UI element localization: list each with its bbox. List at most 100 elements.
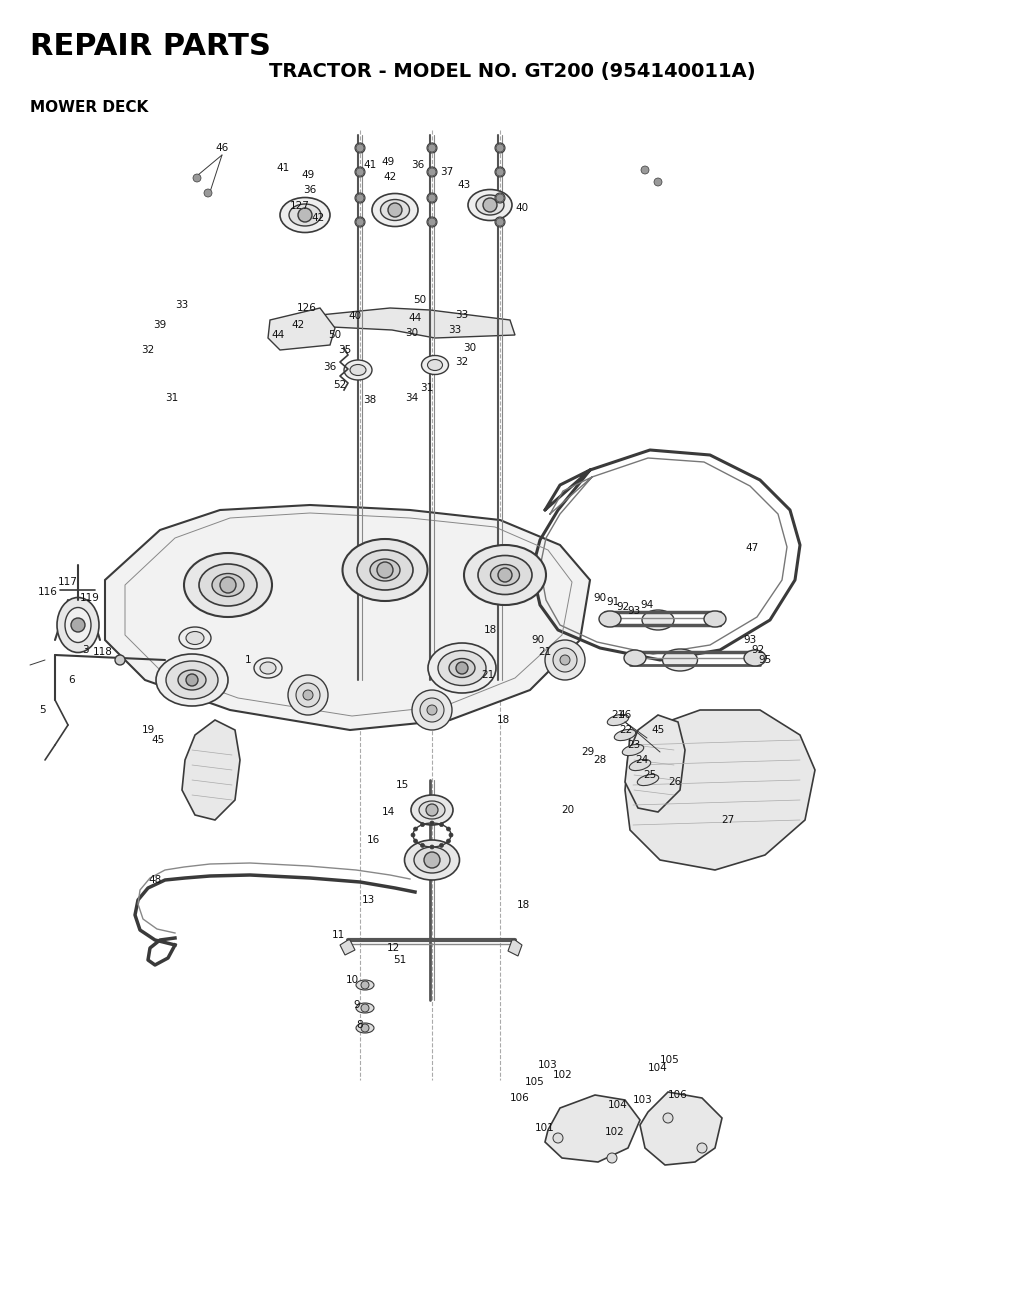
- Ellipse shape: [404, 840, 460, 880]
- Circle shape: [361, 1004, 369, 1012]
- Ellipse shape: [624, 650, 646, 667]
- Circle shape: [420, 698, 444, 721]
- Circle shape: [303, 690, 313, 701]
- Ellipse shape: [356, 980, 374, 989]
- Text: 12: 12: [386, 942, 399, 953]
- Circle shape: [361, 1023, 369, 1033]
- Circle shape: [298, 208, 312, 222]
- Text: 6: 6: [69, 674, 76, 685]
- Ellipse shape: [476, 195, 504, 214]
- Circle shape: [641, 166, 649, 174]
- Text: 21: 21: [611, 710, 625, 720]
- Text: 38: 38: [364, 395, 377, 405]
- Ellipse shape: [357, 550, 413, 589]
- Circle shape: [288, 674, 328, 715]
- Ellipse shape: [166, 661, 218, 699]
- Text: MOWER DECK: MOWER DECK: [30, 101, 148, 115]
- Text: 24: 24: [635, 755, 648, 765]
- Polygon shape: [640, 1093, 722, 1165]
- Text: 18: 18: [497, 715, 510, 725]
- Text: 90: 90: [594, 593, 606, 603]
- Text: 47: 47: [745, 542, 759, 553]
- Polygon shape: [182, 720, 240, 819]
- Circle shape: [356, 144, 364, 152]
- Text: 127: 127: [290, 201, 310, 210]
- Text: 41: 41: [364, 159, 377, 170]
- Text: 106: 106: [668, 1090, 688, 1100]
- Text: 92: 92: [616, 603, 630, 612]
- Text: 41: 41: [276, 163, 290, 173]
- Ellipse shape: [637, 774, 658, 786]
- Circle shape: [427, 142, 437, 153]
- Text: 36: 36: [303, 186, 316, 195]
- Text: 91: 91: [606, 597, 620, 606]
- Ellipse shape: [427, 359, 442, 370]
- Circle shape: [193, 174, 201, 182]
- Text: 40: 40: [515, 203, 528, 213]
- Ellipse shape: [254, 657, 282, 678]
- Text: 126: 126: [297, 303, 317, 312]
- Text: 22: 22: [620, 725, 633, 735]
- Text: 36: 36: [412, 159, 425, 170]
- Circle shape: [654, 178, 662, 186]
- Circle shape: [446, 827, 451, 831]
- Ellipse shape: [478, 555, 532, 595]
- Ellipse shape: [449, 659, 475, 677]
- Ellipse shape: [356, 1023, 374, 1033]
- Circle shape: [356, 169, 364, 176]
- Text: 13: 13: [361, 895, 375, 904]
- Circle shape: [411, 833, 415, 836]
- Circle shape: [456, 663, 468, 674]
- Text: 21: 21: [481, 670, 495, 680]
- Text: 95: 95: [759, 655, 772, 665]
- Text: 8: 8: [356, 1019, 364, 1030]
- Circle shape: [495, 193, 505, 203]
- Circle shape: [428, 169, 436, 176]
- Text: 94: 94: [640, 600, 653, 610]
- Text: 45: 45: [651, 725, 665, 735]
- Text: 39: 39: [154, 320, 167, 329]
- Circle shape: [427, 704, 437, 715]
- Circle shape: [421, 843, 425, 847]
- Text: 25: 25: [643, 770, 656, 780]
- Polygon shape: [105, 505, 590, 731]
- Polygon shape: [625, 715, 685, 812]
- Circle shape: [361, 982, 369, 989]
- Ellipse shape: [705, 610, 726, 627]
- Ellipse shape: [370, 559, 400, 582]
- Circle shape: [483, 197, 497, 212]
- Circle shape: [412, 690, 452, 731]
- Circle shape: [426, 804, 438, 816]
- Circle shape: [496, 218, 504, 226]
- Text: 42: 42: [383, 173, 396, 182]
- Circle shape: [424, 852, 440, 868]
- Ellipse shape: [414, 847, 450, 873]
- Circle shape: [220, 576, 236, 593]
- Text: 44: 44: [409, 312, 422, 323]
- Text: 50: 50: [329, 329, 342, 340]
- Circle shape: [427, 193, 437, 203]
- Ellipse shape: [199, 565, 257, 606]
- Circle shape: [71, 618, 85, 633]
- Text: 26: 26: [669, 776, 682, 787]
- Ellipse shape: [212, 574, 244, 596]
- Polygon shape: [340, 940, 355, 955]
- Text: 23: 23: [628, 740, 641, 750]
- Text: 27: 27: [721, 816, 734, 825]
- Text: 16: 16: [367, 835, 380, 846]
- Text: 31: 31: [421, 383, 433, 393]
- Ellipse shape: [372, 193, 418, 226]
- Circle shape: [495, 167, 505, 176]
- Circle shape: [427, 167, 437, 176]
- Circle shape: [356, 218, 364, 226]
- Text: 28: 28: [593, 755, 606, 765]
- Ellipse shape: [468, 190, 512, 221]
- Text: 33: 33: [456, 310, 469, 320]
- Text: 105: 105: [525, 1077, 545, 1087]
- Text: 9: 9: [353, 1000, 360, 1010]
- Circle shape: [553, 1133, 563, 1144]
- Text: 116: 116: [38, 587, 58, 597]
- Circle shape: [498, 569, 512, 582]
- Ellipse shape: [428, 643, 496, 693]
- Text: 20: 20: [561, 805, 574, 816]
